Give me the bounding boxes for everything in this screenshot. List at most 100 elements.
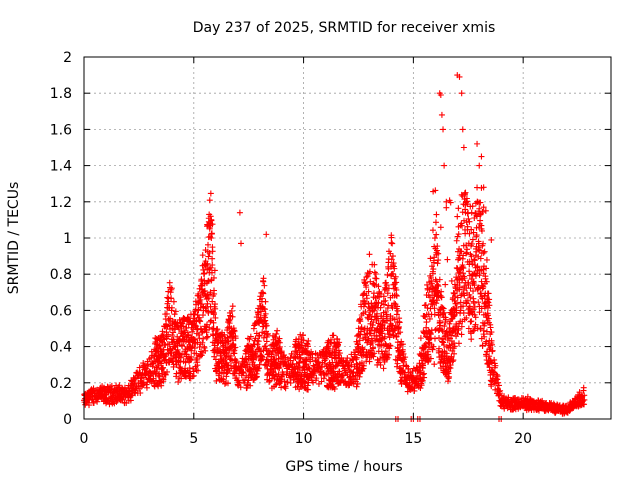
data-point [204, 241, 211, 248]
data-point [240, 368, 247, 375]
data-point [280, 371, 287, 378]
data-point [421, 370, 428, 377]
data-point [273, 381, 280, 388]
data-point [448, 332, 455, 339]
data-point [175, 378, 182, 385]
data-point [90, 400, 97, 407]
data-point [460, 303, 467, 310]
data-point [392, 273, 399, 280]
data-point [374, 310, 381, 317]
data-point [446, 373, 453, 380]
data-point [388, 239, 395, 246]
data-point [365, 288, 372, 295]
x-tick-label: 5 [189, 431, 198, 447]
data-point [273, 360, 280, 367]
data-point [397, 329, 404, 336]
data-point [203, 334, 210, 341]
data-point [393, 311, 400, 318]
data-point [196, 335, 203, 342]
data-point [495, 382, 502, 389]
data-point [297, 354, 304, 361]
data-point [453, 322, 460, 329]
data-point [207, 318, 214, 325]
data-point [197, 294, 204, 301]
data-point [201, 270, 208, 277]
data-point [470, 300, 477, 307]
data-point [188, 353, 195, 360]
data-point [435, 250, 442, 257]
data-point [278, 348, 285, 355]
data-point [167, 315, 174, 322]
data-point [193, 323, 200, 330]
data-point [221, 331, 228, 338]
data-point [464, 246, 471, 253]
data-point [185, 315, 192, 322]
data-point [262, 317, 269, 324]
data-point [170, 298, 177, 305]
data-point [459, 255, 466, 262]
data-point [433, 231, 440, 238]
data-point [274, 327, 281, 334]
data-point [229, 333, 236, 340]
data-point [127, 397, 134, 404]
data-point [266, 347, 273, 354]
data-point [226, 320, 233, 327]
data-point [206, 324, 213, 331]
data-point [427, 255, 434, 262]
data-point [262, 298, 269, 305]
data-point [236, 209, 243, 216]
data-point [260, 290, 267, 297]
data-point [487, 324, 494, 331]
data-point [283, 372, 290, 379]
data-point [431, 361, 438, 368]
data-point [208, 216, 215, 223]
data-point [433, 278, 440, 285]
data-point [458, 331, 465, 338]
data-point [293, 336, 300, 343]
data-point [205, 295, 212, 302]
data-point [396, 352, 403, 359]
data-point [247, 333, 254, 340]
data-point [302, 357, 309, 364]
data-point [370, 353, 377, 360]
data-point [363, 274, 370, 281]
data-point [253, 373, 260, 380]
data-point [241, 376, 248, 383]
data-point [259, 289, 266, 296]
data-point [463, 314, 470, 321]
data-point [431, 305, 438, 312]
data-point [334, 336, 341, 343]
data-point [480, 266, 487, 273]
data-point [388, 234, 395, 241]
data-point [182, 338, 189, 345]
data-point [484, 304, 491, 311]
data-point [476, 162, 483, 169]
data-point [204, 333, 211, 340]
data-point [256, 365, 263, 372]
data-point [347, 379, 354, 386]
data-point [430, 343, 437, 350]
data-point [392, 326, 399, 333]
data-point [180, 314, 187, 321]
data-point [300, 332, 307, 339]
data-point [469, 236, 476, 243]
data-point [207, 220, 214, 227]
y-tick-label: 1.4 [50, 159, 72, 175]
data-point [450, 289, 457, 296]
data-point [429, 298, 436, 305]
y-tick-label: 0.4 [50, 340, 72, 356]
data-point [199, 339, 206, 346]
y-tick-label: 0.6 [50, 303, 72, 319]
data-point [403, 362, 410, 369]
data-point [472, 272, 479, 279]
data-point [259, 354, 266, 361]
data-point [355, 343, 362, 350]
data-point [180, 323, 187, 330]
data-point [394, 303, 401, 310]
data-point [258, 308, 265, 315]
data-point [447, 344, 454, 351]
data-point [198, 352, 205, 359]
data-point [200, 335, 207, 342]
data-point [475, 253, 482, 260]
